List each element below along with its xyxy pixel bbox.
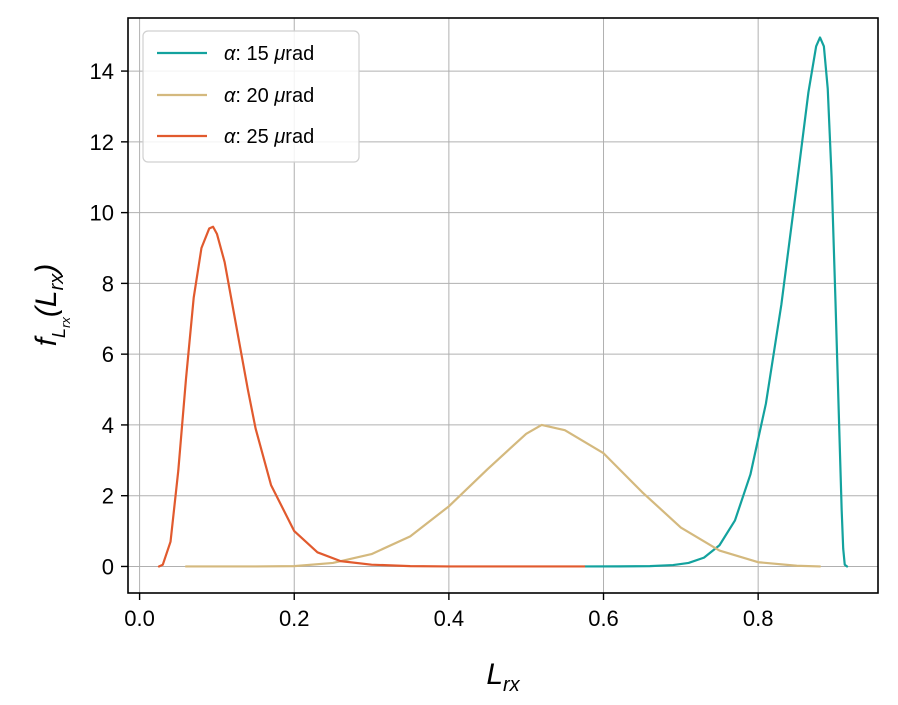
x-ticks: 0.0 0.2 0.4 0.6 0.8: [124, 593, 773, 631]
y-tick-label: 0: [102, 554, 114, 579]
series-group: [157, 36, 849, 568]
y-tick-label: 10: [90, 201, 114, 226]
x-tick-label: 0.2: [279, 606, 310, 631]
y-tick-label: 2: [102, 484, 114, 509]
legend-label-20urad: α: 20 μrad: [224, 85, 314, 107]
legend-label-15urad: α: 15 μrad: [224, 43, 314, 65]
y-tick-label: 12: [90, 130, 114, 155]
legend-entry-15urad: α: 15 μrad: [157, 43, 314, 65]
legend: α: 15 μrad α: 20 μrad α: 25 μrad: [142, 30, 360, 163]
legend-entry-20urad: α: 20 μrad: [157, 85, 314, 107]
x-tick-label: 0.6: [588, 606, 619, 631]
axes-frame: [127, 17, 879, 594]
y-tick-label: 14: [90, 59, 114, 84]
x-tick-label: 0.4: [434, 606, 465, 631]
x-tick-label: 0.0: [124, 606, 155, 631]
legend-entry-25urad: α: 25 μrad: [157, 126, 314, 148]
series-line-1: [184, 423, 822, 568]
y-tick-label: 8: [102, 271, 114, 296]
x-axis-title: Lrx: [486, 658, 520, 696]
y-ticks: 0 2 4 6 8 10 12 14: [90, 59, 128, 579]
y-tick-label: 6: [102, 342, 114, 367]
series-line-2: [157, 225, 586, 568]
series-line-0: [583, 36, 849, 568]
grid: [128, 18, 878, 593]
legend-label-25urad: α: 25 μrad: [224, 126, 314, 148]
x-tick-label: 0.8: [743, 606, 774, 631]
y-axis-title: fLrx(Lrx): [30, 264, 73, 347]
legend-box: [142, 30, 360, 163]
y-tick-label: 4: [102, 413, 114, 438]
